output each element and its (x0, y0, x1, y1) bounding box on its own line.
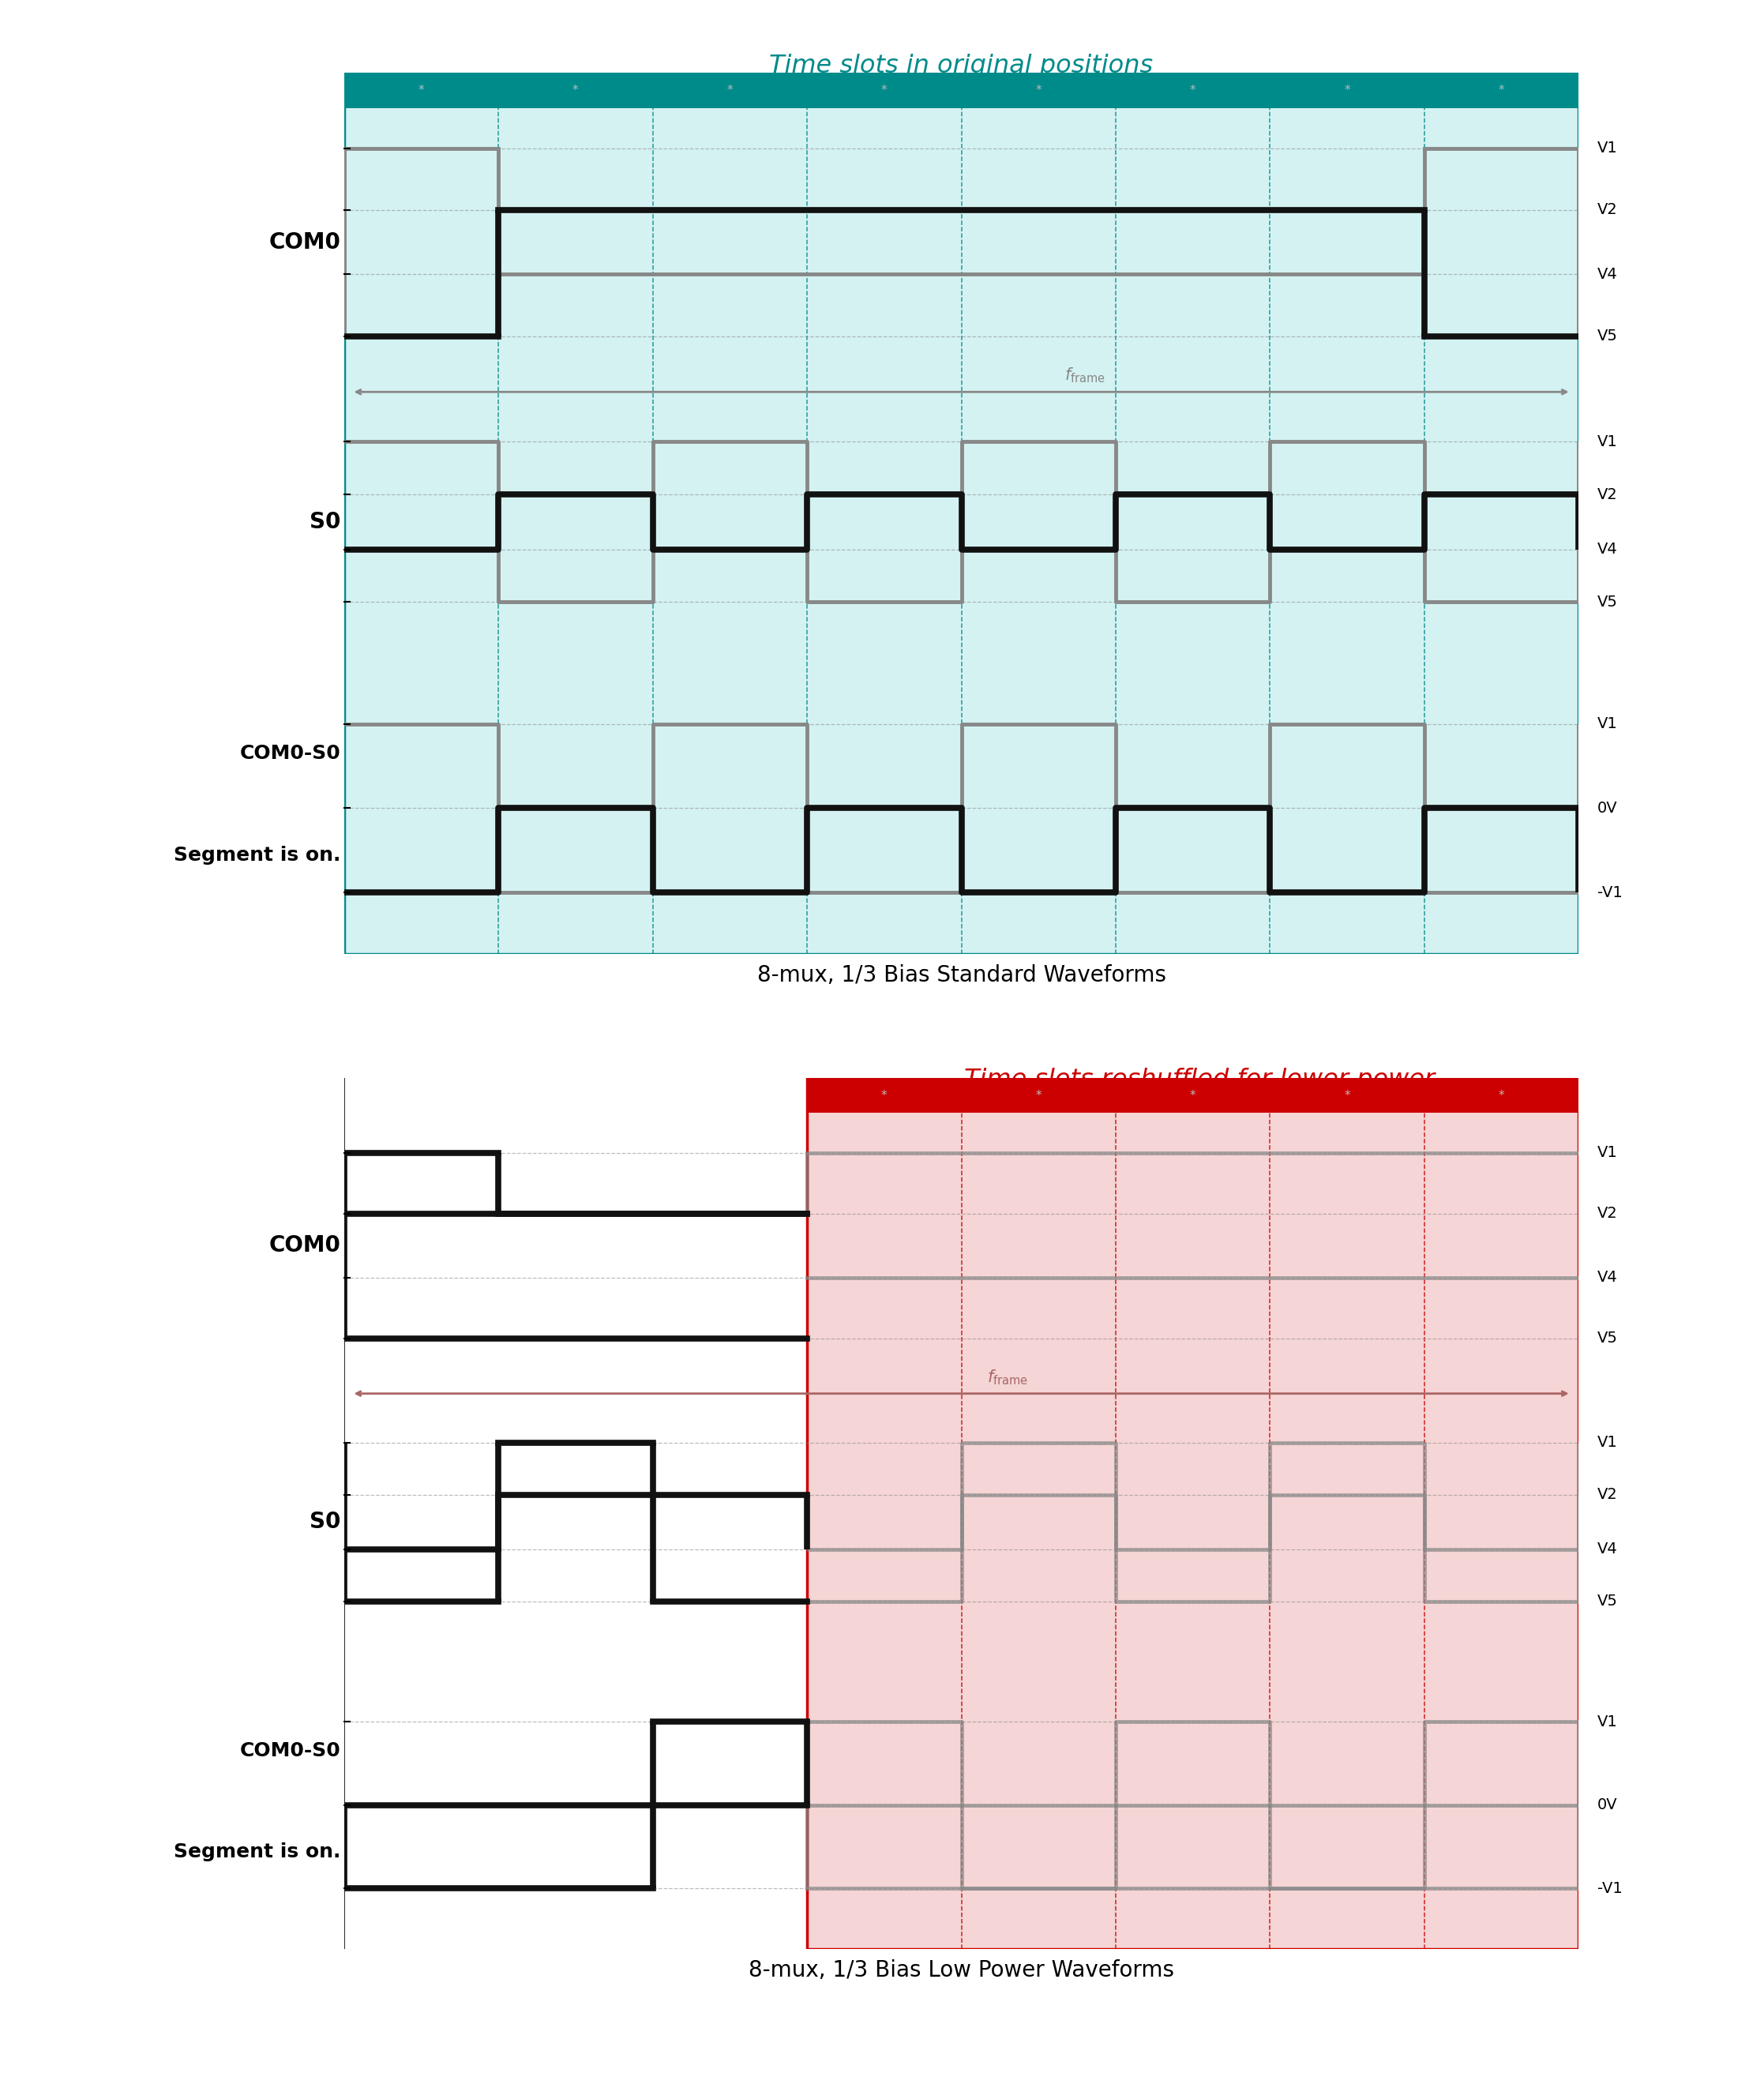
Text: V1: V1 (1598, 717, 1618, 732)
Bar (1425, 1078, 1579, 1113)
Text: COM0: COM0 (270, 230, 340, 253)
Bar (499, 73, 653, 954)
Text: V1: V1 (1598, 1714, 1618, 1729)
Text: *: * (1035, 85, 1041, 95)
Text: Time slots reshuffled for lower power: Time slots reshuffled for lower power (965, 1068, 1434, 1092)
Bar (1270, 73, 1425, 108)
Text: V5: V5 (1598, 1331, 1618, 1345)
Bar (961, 73, 1117, 954)
Text: *: * (1344, 85, 1349, 95)
Text: *: * (882, 1090, 887, 1101)
Text: V1: V1 (1598, 1144, 1618, 1161)
Bar (1117, 73, 1270, 108)
Text: S0: S0 (310, 510, 340, 533)
Bar (808, 73, 961, 954)
Text: V4: V4 (1598, 1542, 1618, 1557)
Text: 0V: 0V (1598, 1797, 1618, 1812)
Text: *: * (1344, 1090, 1349, 1101)
Bar (961, 1078, 1117, 1113)
Text: *: * (1499, 1090, 1505, 1101)
Bar (808, 1078, 1579, 1949)
Bar (1270, 1078, 1425, 1113)
Text: Time slots in original positions: Time slots in original positions (769, 54, 1154, 79)
Bar (961, 1078, 1117, 1949)
Bar (499, 73, 653, 108)
Text: V4: V4 (1598, 1271, 1618, 1285)
Text: V5: V5 (1598, 1594, 1618, 1609)
Text: $f_{\rm frame}$: $f_{\rm frame}$ (1064, 367, 1106, 386)
Text: COM0-S0: COM0-S0 (240, 744, 340, 763)
Bar (808, 73, 961, 108)
Text: V1: V1 (1598, 1435, 1618, 1451)
Bar (653, 73, 808, 954)
Text: V2: V2 (1598, 487, 1618, 502)
Bar (653, 73, 808, 108)
Bar (1425, 73, 1579, 108)
Text: *: * (573, 85, 579, 95)
Bar (808, 1078, 961, 1113)
Bar (1425, 73, 1579, 954)
Text: Segment is on.: Segment is on. (175, 1843, 340, 1862)
Text: V4: V4 (1598, 541, 1618, 558)
Bar (808, 1078, 961, 1949)
Bar (961, 73, 1117, 108)
Text: *: * (1499, 85, 1505, 95)
Text: V1: V1 (1598, 433, 1618, 450)
Bar (1270, 1078, 1425, 1949)
Text: *: * (882, 85, 887, 95)
Text: -V1: -V1 (1598, 885, 1623, 900)
Text: COM0: COM0 (270, 1236, 340, 1256)
Text: V2: V2 (1598, 1206, 1618, 1221)
Bar (344, 73, 499, 954)
Text: V5: V5 (1598, 595, 1618, 609)
Text: S0: S0 (310, 1511, 340, 1534)
Text: $f_{\rm frame}$: $f_{\rm frame}$ (988, 1368, 1028, 1387)
Bar (1117, 1078, 1270, 1949)
Text: *: * (1035, 1090, 1041, 1101)
Text: 8-mux, 1/3 Bias Low Power Waveforms: 8-mux, 1/3 Bias Low Power Waveforms (748, 1959, 1175, 1982)
Text: COM0-S0: COM0-S0 (240, 1741, 340, 1760)
Bar (1425, 1078, 1579, 1949)
Bar (1117, 73, 1270, 954)
Text: *: * (727, 85, 732, 95)
Text: 0V: 0V (1598, 800, 1618, 815)
Text: *: * (1191, 1090, 1196, 1101)
Text: -V1: -V1 (1598, 1880, 1623, 1897)
Text: *: * (1191, 85, 1196, 95)
Text: 8-mux, 1/3 Bias Standard Waveforms: 8-mux, 1/3 Bias Standard Waveforms (757, 964, 1166, 987)
Bar (344, 73, 499, 108)
Bar (1270, 73, 1425, 954)
Text: V4: V4 (1598, 267, 1618, 282)
Text: V2: V2 (1598, 203, 1618, 218)
Text: Segment is on.: Segment is on. (175, 846, 340, 864)
Text: V2: V2 (1598, 1486, 1618, 1503)
Text: V1: V1 (1598, 141, 1618, 155)
Bar (1117, 1078, 1270, 1113)
Text: V5: V5 (1598, 330, 1618, 344)
Text: *: * (418, 85, 423, 95)
